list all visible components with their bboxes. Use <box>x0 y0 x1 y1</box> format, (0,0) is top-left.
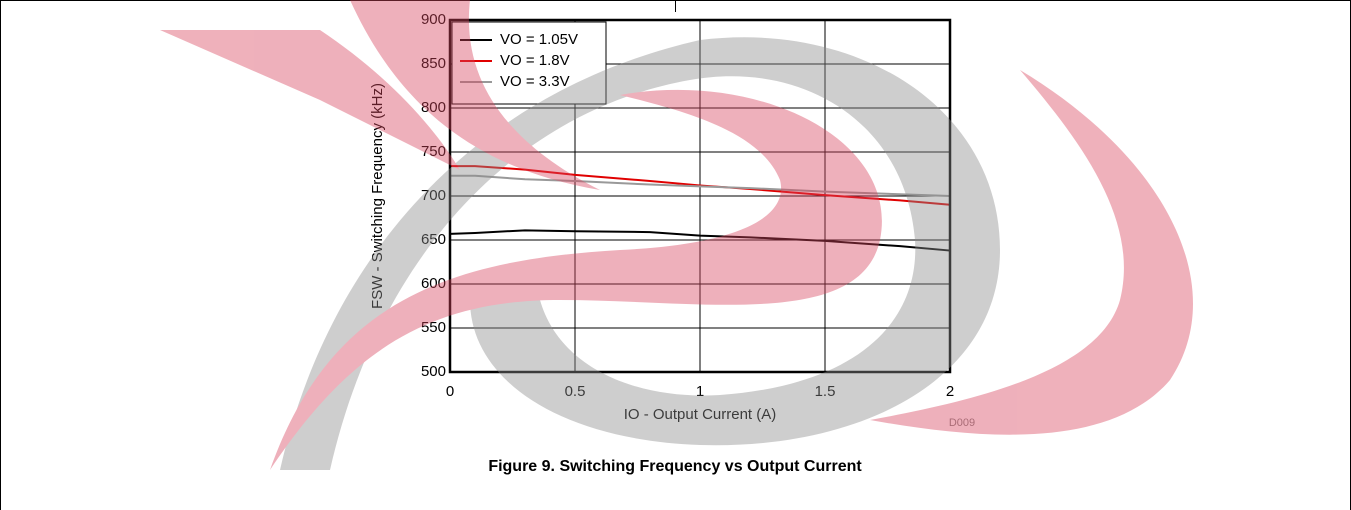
y-tick-label: 650 <box>421 231 446 248</box>
legend-label: VO = 3.3V <box>500 73 570 90</box>
data-line <box>450 174 951 197</box>
caption: Figure 9. Switching Frequency vs Output … <box>488 458 862 475</box>
x-tick-label: 1 <box>696 383 704 400</box>
y-tick-label: 500 <box>421 363 446 380</box>
y-tick-label: 550 <box>421 319 446 336</box>
y-tick-label: 850 <box>421 55 446 72</box>
data-line <box>450 165 951 206</box>
y-tick-label: 800 <box>421 99 446 116</box>
y-axis-label: FSW - Switching Frequency (kHz) <box>369 83 386 309</box>
y-tick-label: 750 <box>421 143 446 160</box>
x-axis-label: IO - Output Current (A) <box>624 406 777 423</box>
data-line <box>449 229 951 252</box>
annotation: D009 <box>949 417 975 429</box>
y-tick-label: 900 <box>421 11 446 28</box>
x-tick-label: 0 <box>446 383 454 400</box>
x-tick-label: 1.5 <box>815 383 836 400</box>
legend-label: VO = 1.05V <box>500 31 578 48</box>
x-tick-label: 2 <box>946 383 954 400</box>
x-tick-label: 0.5 <box>565 383 586 400</box>
legend-box <box>451 21 607 105</box>
plot-border <box>448 18 952 374</box>
y-tick-label: 700 <box>421 187 446 204</box>
y-tick-label: 600 <box>421 275 446 292</box>
legend-label: VO = 1.8V <box>500 52 570 69</box>
